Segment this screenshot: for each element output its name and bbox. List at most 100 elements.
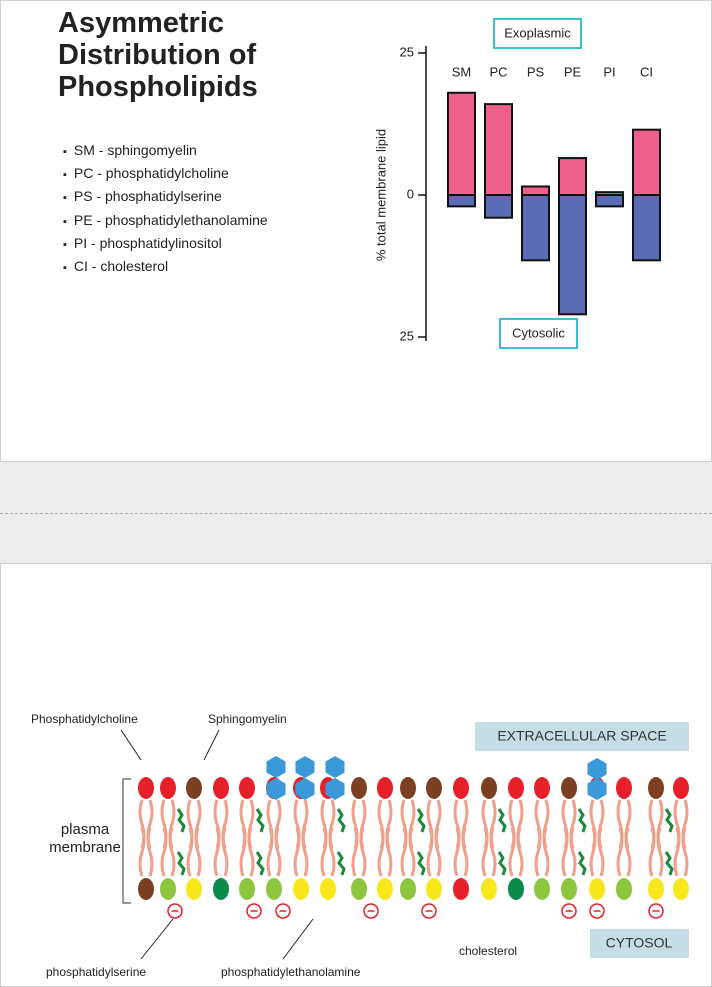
lipid-head [239,878,255,900]
y-axis-label: % total membrane lipid [373,129,388,261]
lipid-tail [624,827,632,877]
lipid-label: phosphatidylserine [46,965,146,979]
lipid-head [648,878,664,900]
membrane-diagram: EXTRACELLULAR SPACE CYTOSOL Phosphatidyl… [31,712,689,979]
sugar-group [295,756,315,778]
slide: Asymmetric Distribution of Phospholipids… [0,0,712,462]
sugar-group [266,778,286,800]
lipid-tail [385,827,393,877]
lipid-head [186,878,202,900]
lipid-head [534,878,550,900]
lipid-tail [239,827,247,877]
bar [521,194,550,262]
lipid-head [377,777,393,799]
cholesterol [577,851,587,876]
lipid-tail [293,827,301,877]
legend-label: Cytosolic [512,325,565,340]
arrow [282,918,314,960]
lipid-tail [301,827,309,877]
lipid-head [377,878,393,900]
bar [447,194,476,208]
lipid-tail [400,827,408,877]
lipid-tail [569,827,577,877]
bullet: PS - phosphatidylserine [63,188,268,211]
cholesterol [416,808,426,833]
lipid-head [453,777,469,799]
x-tick-label: PS [527,64,545,79]
lipid-head [239,777,255,799]
lipid-head [508,878,524,900]
lipid-label: phosphatidylethanolamine [221,965,361,979]
lipid-tail [681,827,689,877]
bar [521,185,550,196]
lipid-head [508,777,524,799]
bullet: PI - phosphatidylinositol [63,235,268,258]
sugar-group [587,778,607,800]
lipid-tail [542,827,550,877]
lipid-tail [489,827,497,877]
bullet: CI - cholesterol [63,258,268,281]
sugar-group [295,778,315,800]
chart: 25 0 25 % total membrane lipid SM PC PS PE PI CI E… [373,18,661,349]
slide-title: Asymmetric Distribution of Phospholipids [58,7,258,103]
lipid-head [266,878,282,900]
lipid-tail [648,827,656,877]
x-tick-label: PE [564,64,582,79]
region-label: EXTRACELLULAR SPACE [497,728,666,744]
lipid-tail [377,827,385,877]
bullet: PE - phosphatidylethanolamine [63,212,268,235]
bullet: PC - phosphatidylcholine [63,165,268,188]
bar [484,194,513,219]
membrane-label: membrane [49,839,121,856]
lipid-head [160,777,176,799]
y-tick-label: 0 [407,186,414,201]
lipid-head [616,878,632,900]
lipid-head [351,777,367,799]
cholesterol [336,851,346,876]
sugar-group [325,778,345,800]
label-box [590,929,689,958]
legend-box [499,318,578,349]
lipid-head [400,777,416,799]
lipid-head [160,878,176,900]
sugar-group [325,756,345,778]
arrow [203,729,220,761]
bar [447,91,476,196]
sugar-group [266,756,286,778]
cholesterol [255,851,265,876]
arrow [120,729,142,761]
lipid-head [589,878,605,900]
lipid-tail [186,827,194,877]
lipid-tail [221,827,229,877]
lipid-label: Phosphatidylcholine [31,712,138,726]
lipid-label: Sphingomyelin [208,712,287,726]
lipid-head [351,878,367,900]
lipid-tail [351,827,359,877]
legend-box [493,18,582,49]
slide: EXTRACELLULAR SPACE CYTOSOL Phosphatidyl… [0,563,712,987]
cholesterol [664,808,674,833]
cholesterol [497,808,507,833]
lipid-head [616,777,632,799]
lipid-tail [194,827,202,877]
lipid-tail [597,827,605,877]
lipid-head [426,878,442,900]
lipid-head [481,777,497,799]
lipid-head [213,777,229,799]
lipid-tail [461,827,469,877]
arrow [140,918,174,960]
lipid-tail [616,827,624,877]
region-label: CYTOSOL [606,935,673,951]
bar [632,128,661,196]
lipid-head [561,878,577,900]
lipid-tail [359,827,367,877]
lipid-tail [516,827,524,877]
x-tick-label: PC [489,64,507,79]
lipid-head [186,777,202,799]
legend-label: Exoplasmic [504,25,571,40]
lipid-tail [656,827,664,877]
lipid-tail [453,827,461,877]
bar [558,157,587,196]
bullet-list: SM - sphingomyelinPC - phosphatidylcholi… [63,142,268,281]
